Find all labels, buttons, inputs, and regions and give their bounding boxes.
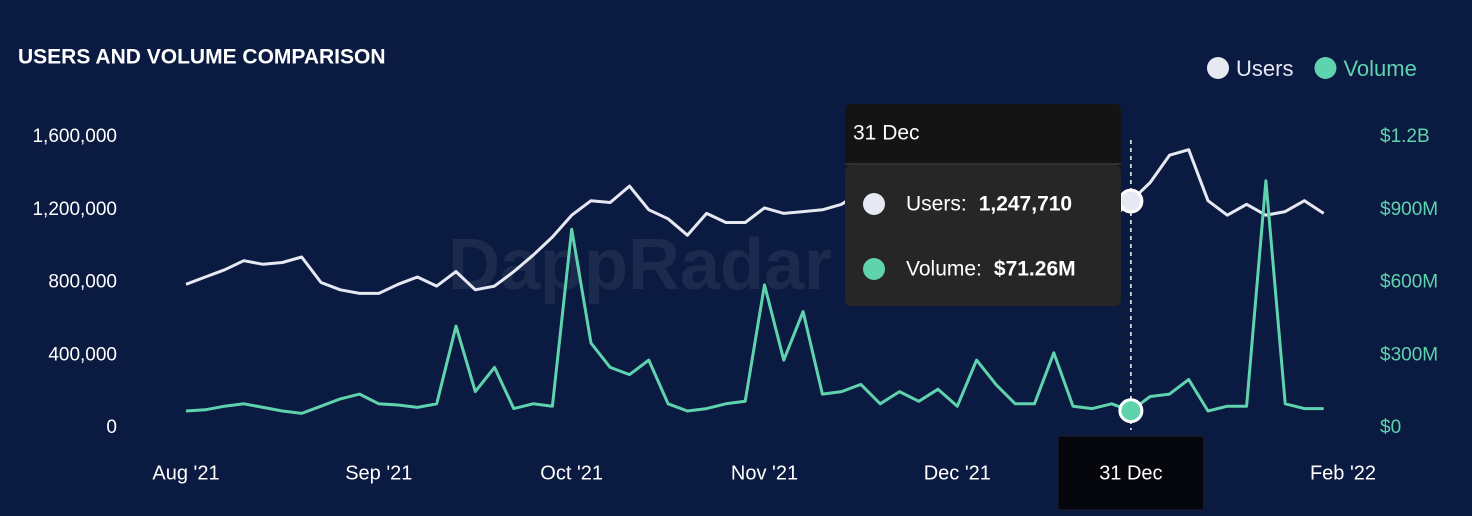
x-tick-label: Oct '21	[540, 462, 603, 484]
y2-tick-label: $900M	[1380, 199, 1438, 220]
tooltip-marker	[863, 193, 885, 215]
y2-tick-label: $600M	[1380, 272, 1438, 293]
legend-marker	[1314, 57, 1337, 79]
x-tick-label: Aug '21	[152, 462, 219, 484]
x-tick-label: Feb '22	[1310, 462, 1376, 484]
y-tick-label: 1,600,000	[32, 126, 117, 147]
legend-label: Volume	[1343, 56, 1416, 81]
y-tick-label: 400,000	[48, 344, 117, 365]
tooltip-marker	[863, 258, 885, 280]
x-hover-box	[1057, 435, 1205, 511]
chart-title: USERS AND VOLUME COMPARISON	[18, 46, 386, 69]
legend-label: Users	[1236, 56, 1293, 81]
hover-point	[1118, 188, 1144, 214]
tooltip-value: $71.26M	[994, 258, 1076, 281]
hover-point	[1118, 398, 1144, 424]
y2-tick-label: $1.2B	[1380, 126, 1430, 147]
y-tick-label: 1,200,000	[32, 199, 117, 220]
tooltip-label: Volume:	[906, 258, 982, 281]
y-tick-label: 800,000	[48, 272, 117, 293]
tooltip-value: 1,247,710	[979, 193, 1072, 216]
x-tick-label: Nov '21	[731, 462, 798, 484]
tooltip-label: Users:	[906, 193, 967, 216]
tooltip-title: 31 Dec	[853, 122, 920, 145]
watermark: DappRadar	[448, 225, 832, 305]
y-tick-label: 0	[106, 417, 117, 438]
x-hover-label: 31 Dec	[1099, 462, 1162, 484]
x-tick-label: Sep '21	[345, 462, 412, 484]
y2-tick-label: $300M	[1380, 344, 1438, 365]
legend-marker	[1207, 57, 1229, 79]
x-tick-label: Dec '21	[924, 462, 991, 484]
tooltip-body	[845, 165, 1121, 306]
y2-tick-label: $0	[1380, 417, 1401, 438]
